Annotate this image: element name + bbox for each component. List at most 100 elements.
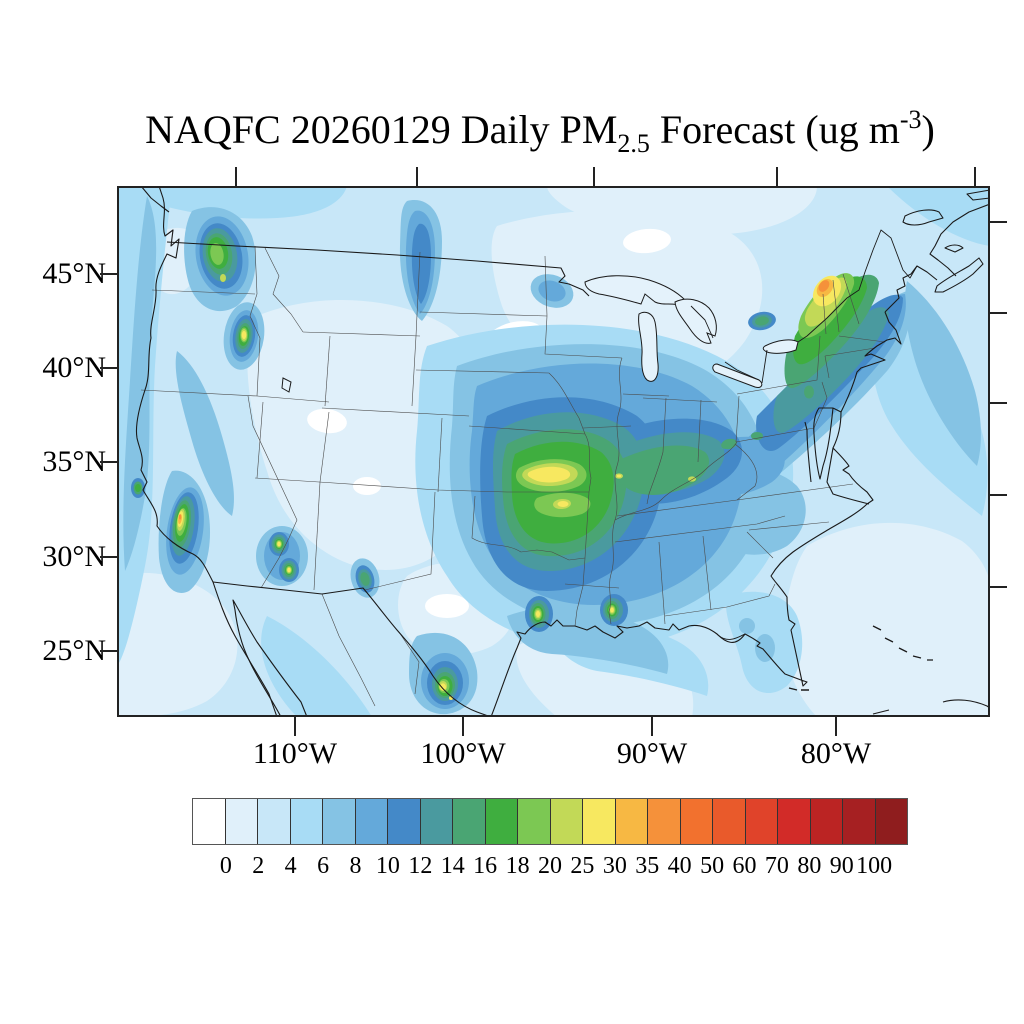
colorbar-level-label: 80 — [797, 853, 822, 879]
nova-scotia — [934, 257, 984, 293]
colorbar-cell — [355, 799, 388, 844]
anticosti-island — [902, 209, 944, 226]
lat-tick-label: 30°N — [42, 540, 106, 573]
gulf-atlantic-coast — [490, 447, 874, 717]
colorbar-level-label: 16 — [473, 853, 498, 879]
colorbar-level-label: 2 — [252, 853, 265, 879]
title-superscript: -3 — [899, 105, 922, 134]
lake-ontario — [762, 339, 799, 354]
colorbar-level-label: 100 — [856, 853, 893, 879]
top-tick-mark — [974, 167, 976, 186]
colorbar-level-label: 14 — [440, 853, 465, 879]
colorbar-cell — [648, 799, 681, 844]
title-middle: Forecast (ug m — [649, 107, 900, 152]
right-tick-mark — [990, 312, 1007, 314]
colorbar-cell — [323, 799, 356, 844]
map-panel — [117, 186, 990, 717]
lat-tick-mark — [100, 273, 117, 275]
lat-tick-mark — [100, 650, 117, 652]
colorbar-cell — [290, 799, 323, 844]
colorbar-labels: 0 2 4 6 8 10 12 14 16 18 20 25 30 35 40 50 60 70 80 90 100 — [192, 851, 908, 883]
colorbar-cell — [420, 799, 453, 844]
colorbar-cell — [843, 799, 876, 844]
lake-superior — [584, 275, 693, 307]
colorbar-cell — [550, 799, 583, 844]
colorbar-level-label: 0 — [219, 853, 232, 879]
lake-michigan — [638, 311, 659, 382]
colorbar-level-label: 12 — [408, 853, 433, 879]
colorbar-level-label: 8 — [349, 853, 362, 879]
colorbar-level-label: 35 — [635, 853, 660, 879]
ne-corner-island — [966, 189, 990, 201]
lat-tick-label: 35°N — [42, 445, 106, 478]
prince-edward-island — [944, 244, 964, 253]
lat-tick-mark — [100, 461, 117, 463]
mid-atlantic-coast — [832, 311, 902, 449]
colorbar-level-label: 4 — [284, 853, 297, 879]
great-lakes — [281, 275, 799, 393]
colorbar-cell — [745, 799, 778, 844]
colorbar-level-label: 70 — [764, 853, 789, 879]
vancouver-island-coast — [140, 186, 170, 213]
florida-keys — [788, 687, 809, 691]
canada-border — [166, 241, 590, 297]
colorbar-cell — [713, 799, 746, 844]
colorbar-level-label: 60 — [732, 853, 757, 879]
map-frame — [117, 186, 990, 717]
right-tick-mark — [990, 494, 1007, 496]
colorbar-cell — [453, 799, 486, 844]
lon-tick-mark — [462, 717, 464, 736]
colorbar-level-label: 25 — [570, 853, 595, 879]
top-tick-mark — [416, 167, 418, 186]
title-subscript: 2.5 — [617, 129, 650, 158]
mexico-border-rio-grande — [212, 581, 492, 717]
colorbar-cell — [810, 799, 843, 844]
pm25-field — [117, 186, 990, 717]
border-through-lakes — [690, 229, 918, 384]
chesapeake-delmarva — [813, 407, 834, 480]
lon-tick-label: 90°W — [616, 737, 688, 770]
colorbar-level-label: 10 — [375, 853, 400, 879]
title-suffix: ) — [921, 107, 935, 152]
lon-tick-mark — [651, 717, 653, 736]
title-prefix: NAQFC 20260129 Daily PM — [145, 107, 618, 152]
lat-tick-label: 45°N — [42, 257, 106, 290]
bahamas — [872, 625, 933, 661]
lon-tick-label: 80°W — [800, 737, 872, 770]
colorbar-cell — [258, 799, 291, 844]
great-salt-lake — [281, 377, 292, 393]
coastlines — [135, 186, 990, 717]
lat-tick-mark — [100, 556, 117, 558]
right-tick-mark — [990, 586, 1007, 588]
top-tick-mark — [235, 167, 237, 186]
colorbar-cell — [193, 799, 226, 844]
right-tick-mark — [990, 221, 1007, 223]
new-england-maine-coast — [884, 265, 938, 313]
colorbar-cell — [388, 799, 421, 844]
colorbar-level-label: 30 — [602, 853, 627, 879]
colorbar-level-label: 6 — [317, 853, 330, 879]
pm25-map-svg — [117, 186, 990, 717]
colorbar-cell — [583, 799, 616, 844]
plot-title: NAQFC 20260129 Daily PM2.5 Forecast (ug … — [90, 105, 990, 158]
colorbar — [192, 798, 908, 845]
state-borders — [140, 245, 886, 707]
top-tick-mark — [593, 167, 595, 186]
colorbar-level-label: 20 — [538, 853, 562, 879]
colorbar-cell — [680, 799, 713, 844]
lat-tick-label: 25°N — [42, 634, 106, 667]
florida-bigbend-fix — [716, 633, 746, 640]
colorbar-cell — [778, 799, 811, 844]
lake-huron — [674, 298, 717, 344]
colorbar-level-label: 90 — [829, 853, 854, 879]
chesapeake-west-shore — [804, 421, 812, 483]
colorbar-cell — [615, 799, 648, 844]
lat-tick-label: 40°N — [42, 351, 106, 384]
gaspe-coast — [929, 203, 990, 277]
lon-tick-label: 100°W — [420, 737, 506, 770]
colorbar-cell — [225, 799, 258, 844]
colorbar-cell — [485, 799, 518, 844]
lake-erie — [712, 363, 763, 388]
colorbar-cell — [518, 799, 551, 844]
